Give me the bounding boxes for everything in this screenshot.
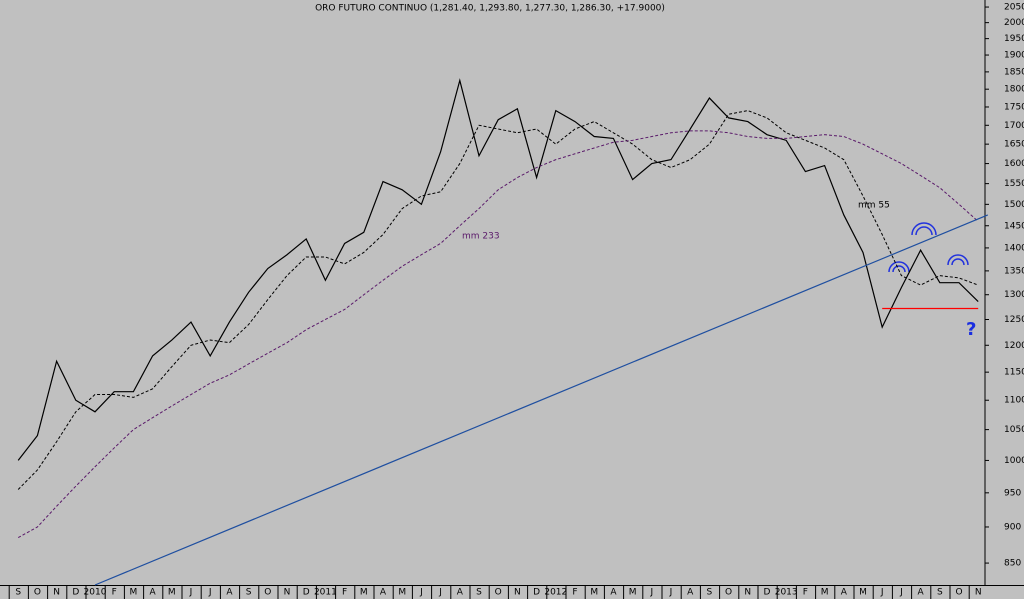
x-tick-label: S [937, 588, 943, 598]
x-tick-label: 2012 [544, 588, 567, 598]
y-tick-label: 1500 [1004, 200, 1024, 210]
x-tick-label: S [707, 588, 713, 598]
x-tick-label: A [610, 588, 617, 598]
y-tick-label: 1000 [1004, 456, 1024, 466]
x-tick-label: D [303, 588, 310, 598]
y-tick-label: 1350 [1004, 266, 1024, 276]
x-tick-label: F [572, 588, 577, 598]
x-tick-label: 2011 [314, 588, 337, 598]
question-mark: ? [966, 319, 976, 340]
shoulder-arc [947, 254, 969, 266]
y-tick-label: 1750 [1004, 102, 1024, 112]
y-tick-label: 1050 [1004, 425, 1024, 435]
shoulder-arc [888, 261, 910, 273]
x-tick-label: F [342, 588, 347, 598]
x-tick-label: S [15, 588, 21, 598]
x-tick-label: M [398, 588, 406, 598]
ma-label: mm 233 [462, 232, 500, 242]
x-tick-label: J [880, 588, 884, 598]
x-tick-label: F [112, 588, 117, 598]
shoulder-arc [951, 258, 965, 266]
pattern-arcs [888, 222, 969, 273]
y-tick-label: 1400 [1004, 243, 1024, 253]
x-tick-label: D [72, 588, 79, 598]
y-tick-label: 1650 [1004, 140, 1024, 150]
x-tick-label: S [476, 588, 482, 598]
x-tick-label: J [419, 588, 423, 598]
x-tick-label: A [150, 588, 157, 598]
y-tick-label: 1800 [1004, 85, 1024, 95]
y-tick-label: 1600 [1004, 159, 1024, 169]
x-tick-label: N [514, 588, 521, 598]
x-tick-label: D [764, 588, 771, 598]
x-tick-label: A [841, 588, 848, 598]
x-tick-label: A [380, 588, 387, 598]
x-tick-label: 2013 [775, 588, 798, 598]
y-tick-label: 1300 [1004, 290, 1024, 300]
price-line [17, 110, 979, 490]
x-tick-label: N [284, 588, 291, 598]
head-arc [911, 222, 937, 236]
y-tick-label: 1700 [1004, 121, 1024, 131]
y-tick-label: 950 [1004, 488, 1021, 498]
y-tick-label: 1200 [1004, 341, 1024, 351]
y-tick-label: 1950 [1004, 34, 1024, 44]
x-tick-label: A [918, 588, 925, 598]
x-tick-label: M [821, 588, 829, 598]
y-tick-label: 1850 [1004, 67, 1024, 77]
x-tick-label: J [189, 588, 193, 598]
y-tick-label: 1100 [1004, 396, 1024, 406]
x-tick-label: 2010 [84, 588, 107, 598]
price-line [17, 130, 979, 539]
price-line [17, 78, 979, 461]
x-tick-label: J [649, 588, 653, 598]
x-tick-label: N [53, 588, 60, 598]
x-tick-label: M [859, 588, 867, 598]
x-tick-label: M [130, 588, 138, 598]
x-tick-label: J [438, 588, 442, 598]
y-tick-label: 1550 [1004, 179, 1024, 189]
x-tick-label: N [975, 588, 982, 598]
x-tick-label: M [360, 588, 368, 598]
x-tick-label: N [744, 588, 751, 598]
head-arc [915, 226, 933, 236]
x-tick-label: M [168, 588, 176, 598]
x-tick-label: O [34, 588, 41, 598]
x-tick-label: M [590, 588, 598, 598]
x-tick-label: F [803, 588, 808, 598]
x-tick-label: A [687, 588, 694, 598]
x-tick-label: J [669, 588, 673, 598]
y-tick-label: 1900 [1004, 51, 1024, 61]
x-tick-label: O [725, 588, 732, 598]
x-tick-label: J [899, 588, 903, 598]
y-tick-label: 900 [1004, 522, 1021, 532]
y-tick-label: 1150 [1004, 368, 1024, 378]
x-tick-label: D [533, 588, 540, 598]
x-tick-label: A [457, 588, 464, 598]
trendline [94, 214, 989, 586]
x-tick-label: S [246, 588, 252, 598]
y-tick-label: 1450 [1004, 221, 1024, 231]
y-tick-label: 1250 [1004, 315, 1024, 325]
x-tick-label: O [495, 588, 502, 598]
chart-title: ORO FUTURO CONTINUO (1,281.40, 1,293.80,… [315, 4, 665, 14]
x-tick-label: M [629, 588, 637, 598]
x-tick-label: J [208, 588, 212, 598]
shoulder-arc [892, 265, 906, 273]
x-tick-label: A [226, 588, 233, 598]
y-tick-label: 850 [1004, 559, 1021, 569]
x-tick-label: O [955, 588, 962, 598]
y-tick-label: 2000 [1004, 18, 1024, 28]
x-tick-label: O [264, 588, 271, 598]
y-tick-label: 2050 [1004, 3, 1024, 13]
ma-label: mm 55 [858, 201, 890, 211]
